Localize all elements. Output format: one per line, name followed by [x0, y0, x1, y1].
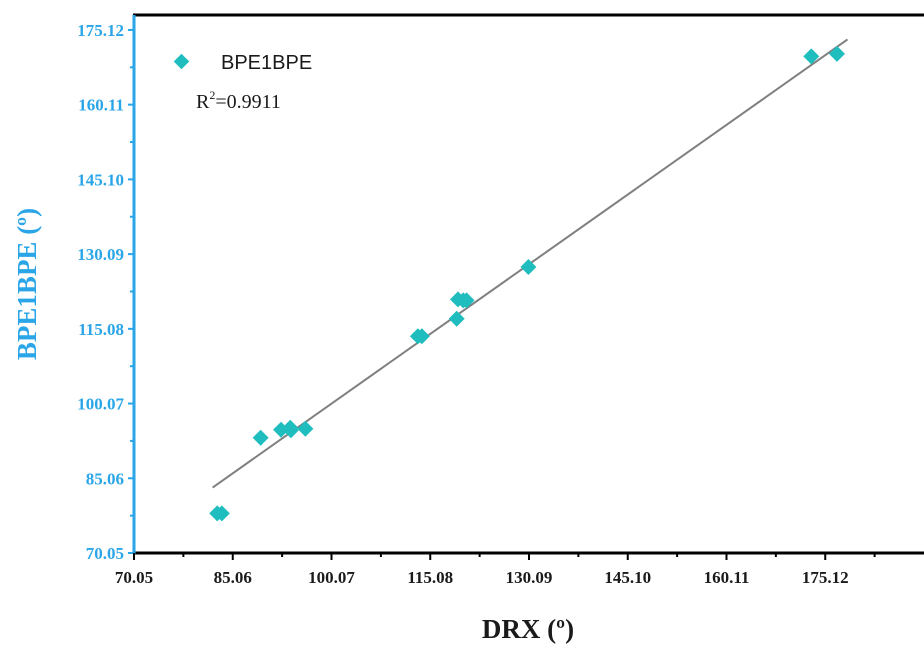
r2-prefix: R — [196, 91, 210, 113]
data-point — [297, 420, 314, 437]
legend-marker — [173, 53, 190, 70]
data-point — [458, 292, 475, 309]
x-tick-label: 100.07 — [308, 568, 355, 587]
data-point — [213, 505, 230, 522]
data-point — [803, 48, 820, 65]
y-tick-label: 85.06 — [86, 469, 124, 488]
x-tick-label: 85.06 — [214, 568, 252, 587]
y-tick-label: 70.05 — [86, 544, 124, 563]
data-point — [828, 45, 845, 62]
data-point — [448, 310, 465, 327]
data-point — [252, 429, 269, 446]
x-tick-label: 145.10 — [604, 568, 651, 587]
r2-value: =0.9911 — [215, 91, 281, 113]
r2-annotation: R2=0.9911 — [196, 88, 281, 113]
y-axis-title: BPE1BPE (º) — [12, 208, 42, 360]
x-tick-label: 160.11 — [704, 568, 750, 587]
r2-superscript: 2 — [209, 88, 215, 102]
legend-label: BPE1BPE — [221, 52, 312, 74]
x-tick-label: 175.12 — [802, 568, 849, 587]
y-axis-ticks: 70.05 85.06 100.07 115.08 130.09 145.10 160.11… — [77, 21, 134, 563]
x-axis-ticks: 70.05 85.06 100.07 115.08 130.09 145.10 160.11… — [115, 553, 876, 587]
x-tick-label: 115.08 — [407, 568, 453, 587]
y-tick-label: 130.09 — [77, 245, 124, 264]
y-tick-label: 160.11 — [78, 96, 124, 115]
x-axis-title: DRX (º) — [482, 614, 574, 644]
data-point — [413, 328, 430, 345]
y-tick-label: 145.10 — [77, 170, 124, 189]
y-tick-label: 115.08 — [78, 320, 124, 339]
data-point — [520, 258, 537, 275]
y-tick-label: 175.12 — [77, 21, 124, 40]
y-tick-label: 100.07 — [77, 395, 124, 414]
data-points — [209, 45, 845, 522]
x-tick-label: 70.05 — [115, 568, 153, 587]
legend: BPE1BPE — [173, 52, 312, 74]
x-tick-label: 130.09 — [506, 568, 553, 587]
data-point — [282, 422, 299, 439]
